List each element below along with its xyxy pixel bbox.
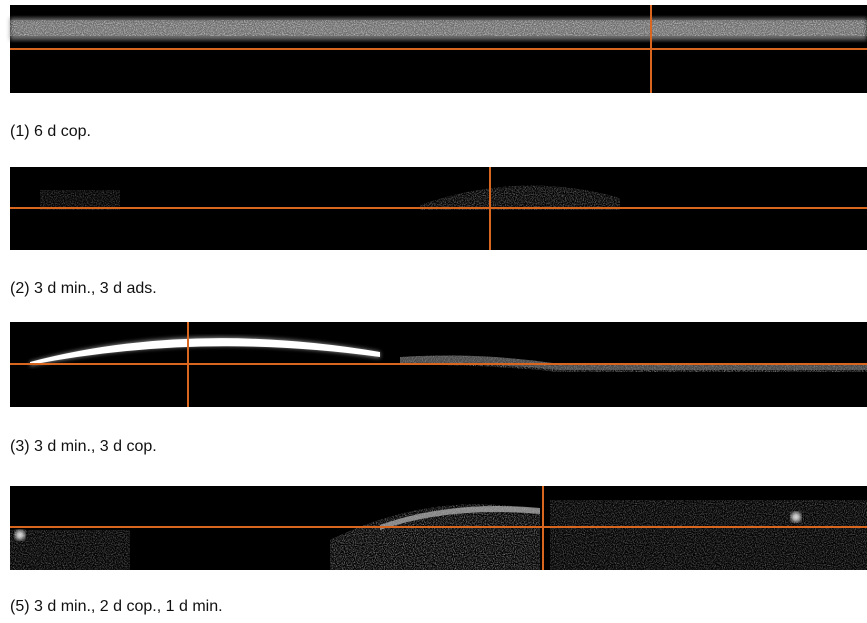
caption: (5) 3 d min., 2 d cop., 1 d min. [10,598,223,616]
caption: (3) 3 d min., 3 d cop. [10,438,157,456]
caption: (2) 3 d min., 3 d ads. [10,280,157,298]
oct-image-4 [10,486,867,570]
oct-image-2 [10,167,867,250]
oct-image-3 [10,322,867,407]
images [0,0,867,623]
caption: (1) 6 d cop. [10,123,91,141]
oct-image-1 [10,5,867,93]
figure: (1) 6 d cop. (2) 3 d min., 3 d ads. (3) … [0,0,867,623]
